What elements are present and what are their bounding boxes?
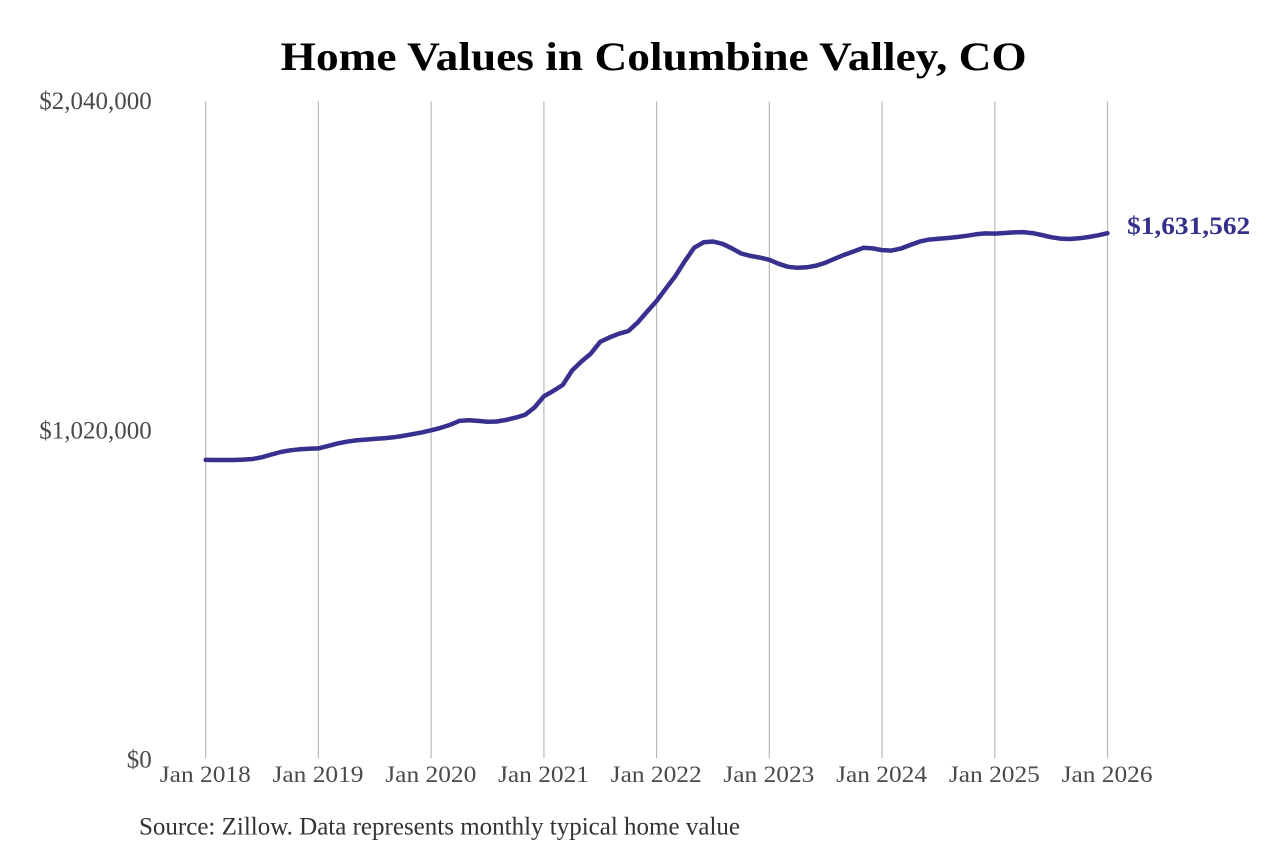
svg-text:Jan 2019: Jan 2019 bbox=[273, 762, 364, 787]
svg-text:Jan 2026: Jan 2026 bbox=[1062, 762, 1153, 787]
svg-text:Home Values in Columbine Valle: Home Values in Columbine Valley, CO bbox=[281, 34, 1027, 79]
svg-text:Source: Zillow. Data represent: Source: Zillow. Data represents monthly … bbox=[139, 813, 740, 840]
svg-text:$0: $0 bbox=[127, 746, 152, 773]
svg-text:Jan 2025: Jan 2025 bbox=[949, 762, 1040, 787]
svg-text:Jan 2024: Jan 2024 bbox=[836, 762, 928, 787]
svg-text:Jan 2022: Jan 2022 bbox=[611, 762, 702, 787]
svg-text:Jan 2021: Jan 2021 bbox=[498, 762, 589, 787]
svg-text:Jan 2023: Jan 2023 bbox=[723, 762, 814, 787]
svg-text:$1,631,562: $1,631,562 bbox=[1127, 211, 1250, 240]
svg-text:$1,020,000: $1,020,000 bbox=[39, 418, 152, 445]
svg-text:Jan 2020: Jan 2020 bbox=[385, 762, 476, 787]
svg-text:$2,040,000: $2,040,000 bbox=[39, 88, 152, 115]
svg-text:Jan 2018: Jan 2018 bbox=[160, 762, 251, 787]
